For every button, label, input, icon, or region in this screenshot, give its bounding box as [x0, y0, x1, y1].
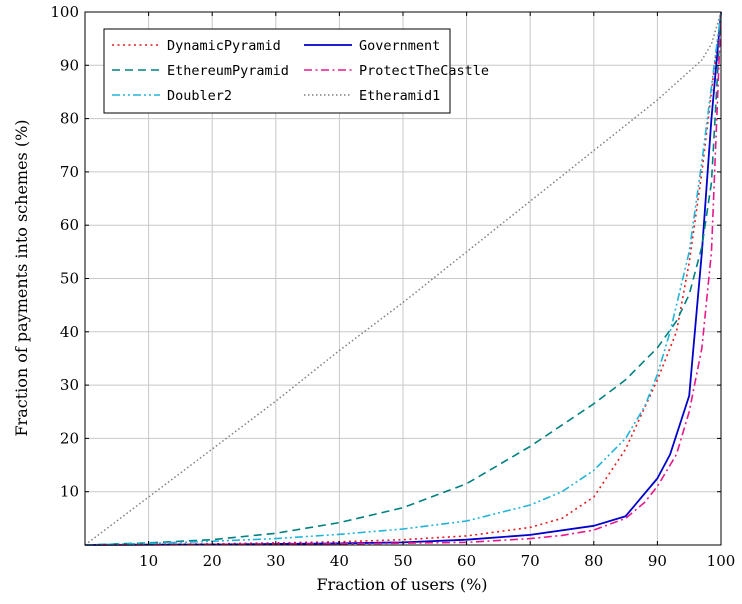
series-line-dynamicpyramid	[84, 11, 722, 546]
y-tick-label: 10	[60, 483, 79, 501]
y-tick-label: 90	[60, 56, 79, 74]
legend-label: EthereumPyramid	[167, 63, 289, 79]
x-tick-label: 30	[266, 552, 285, 570]
y-tick-label: 40	[60, 323, 79, 341]
y-tick-label: 50	[60, 270, 79, 288]
series-line-ethereumpyramid	[84, 11, 722, 546]
series-line-doubler2	[84, 11, 722, 546]
legend-label: DynamicPyramid	[167, 38, 281, 54]
series-layer	[84, 11, 722, 546]
series-line-etheramid1	[84, 11, 722, 546]
x-tick-label: 20	[203, 552, 222, 570]
x-tick-label: 40	[330, 552, 349, 570]
legend-label: Government	[359, 38, 440, 54]
y-axis-title: Fraction of payments into schemes (%)	[12, 119, 31, 436]
y-tick-label: 30	[60, 376, 79, 394]
x-tick-label: 70	[521, 552, 540, 570]
series-line-protectthecastle	[84, 11, 722, 546]
x-axis-title: Fraction of users (%)	[316, 575, 487, 594]
legend-label: Doubler2	[167, 88, 232, 104]
x-tick-label: 10	[139, 552, 158, 570]
legend-box	[103, 28, 451, 114]
ticks: 10 20 30 40 50 60 70 80 90 100 10 20 30 40 50 60 70 80 90 1…	[50, 3, 735, 570]
x-tick-label: 80	[584, 552, 603, 570]
legend: DynamicPyramid Government EthereumPyramid P…	[103, 28, 489, 114]
grid	[85, 11, 722, 545]
x-tick-label: 100	[707, 552, 736, 570]
y-tick-label: 70	[60, 163, 79, 181]
x-tick-label: 90	[648, 552, 667, 570]
y-tick-label: 80	[60, 110, 79, 128]
legend-label: Etheramid1	[359, 88, 440, 104]
y-tick-label: 60	[60, 216, 79, 234]
x-tick-label: 60	[457, 552, 476, 570]
y-tick-label: 20	[60, 429, 79, 447]
x-tick-label: 50	[393, 552, 412, 570]
series-line-government	[84, 11, 722, 546]
legend-label: ProtectTheCastle	[359, 63, 489, 79]
y-tick-label: 100	[50, 3, 79, 21]
